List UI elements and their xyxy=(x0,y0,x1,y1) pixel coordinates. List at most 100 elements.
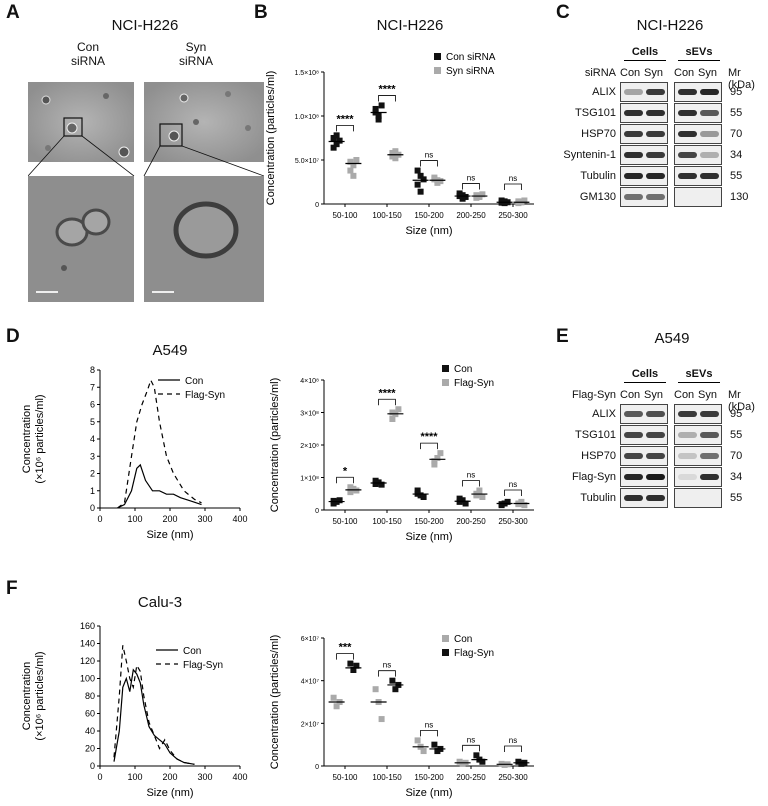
blot-lane-sevs xyxy=(674,446,722,466)
y-tick-label: 140 xyxy=(80,639,95,649)
data-point xyxy=(431,741,438,748)
blot-band xyxy=(678,110,697,116)
significance-bracket xyxy=(336,124,354,132)
x-axis-label: Size (nm) xyxy=(146,529,193,541)
x-tick-label: 300 xyxy=(197,772,212,782)
blot-lane-cells xyxy=(620,145,668,165)
blot-band xyxy=(646,89,665,95)
data-point xyxy=(473,492,480,499)
y-tick-label: 3×10⁸ xyxy=(300,411,319,418)
data-point xyxy=(392,148,399,155)
significance-bracket xyxy=(420,442,438,450)
x-tick-label: 0 xyxy=(97,772,102,782)
group-underline xyxy=(624,60,666,61)
data-point xyxy=(330,497,337,504)
blot-band xyxy=(700,453,719,459)
data-point xyxy=(437,450,444,457)
series-line xyxy=(113,645,195,765)
lane-label: Syn xyxy=(698,389,717,401)
blot-mr-value: 70 xyxy=(730,128,743,140)
blot-lane-sevs xyxy=(674,425,722,445)
y-axis-label: Concentration (particles/ml) xyxy=(269,378,281,513)
x-tick-label: 0 xyxy=(97,514,102,524)
y-tick-label: 7 xyxy=(90,382,95,392)
x-tick-label: 100-150 xyxy=(372,211,402,220)
group-underline xyxy=(678,60,720,61)
x-axis-label: Size (nm) xyxy=(405,787,452,799)
y-tick-label: 100 xyxy=(80,674,95,684)
y-tick-label: 6 xyxy=(90,400,95,410)
blot-band xyxy=(646,453,665,459)
em-con-zoom-box xyxy=(63,117,83,137)
x-axis-label: Size (nm) xyxy=(405,225,452,237)
significance-bracket xyxy=(420,730,438,737)
blot-band xyxy=(700,131,719,137)
blot-band xyxy=(624,131,643,137)
series-line xyxy=(117,378,202,509)
significance-label: **** xyxy=(420,431,438,443)
data-point xyxy=(521,197,528,204)
blot-band xyxy=(646,432,665,438)
blot-band xyxy=(646,474,665,480)
data-point xyxy=(417,188,424,195)
significance-label: *** xyxy=(339,642,353,654)
data-point xyxy=(330,694,337,701)
blot-band xyxy=(624,110,643,116)
blot-band xyxy=(624,453,643,459)
data-point xyxy=(389,153,396,160)
significance-bracket xyxy=(336,653,354,660)
data-point xyxy=(434,455,441,461)
blot-mr-value: 55 xyxy=(730,170,743,182)
data-point xyxy=(420,494,427,500)
chart-d-right: 0 1×10⁸ 2×10⁸ 3×10⁸ 4×10⁸ 50-100 * 100-150 **** 1… xyxy=(269,364,534,543)
data-point xyxy=(462,500,469,507)
lane-label: Syn xyxy=(698,67,717,79)
blot-mr-value: 70 xyxy=(730,450,743,462)
data-point xyxy=(347,167,354,174)
significance-label: **** xyxy=(336,113,354,125)
significance-bracket xyxy=(336,476,354,484)
y-axis-label-line2: (×10⁶ particles/ml) xyxy=(34,651,46,740)
blot-band xyxy=(678,152,697,158)
x-tick-label: 50-100 xyxy=(333,517,358,526)
legend-label: Syn siRNA xyxy=(446,66,495,77)
blot-row-label: Syntenin-1 xyxy=(563,149,616,161)
blot-c: Cells sEVs siRNA Con Syn Con Syn Mr (kDa) ALIX 95… xyxy=(556,40,768,240)
y-tick-label: 120 xyxy=(80,656,95,666)
legend-swatch xyxy=(442,635,449,642)
panel-f-title: Calu-3 xyxy=(137,594,183,611)
data-point xyxy=(417,172,424,179)
blot-lane-cells xyxy=(620,103,668,123)
blot-lane-cells xyxy=(620,467,668,487)
data-point xyxy=(353,487,360,494)
blot-mr-value: 34 xyxy=(730,149,743,161)
y-tick-label: 5.0×10⁷ xyxy=(295,158,320,165)
y-tick-label: 0 xyxy=(90,761,95,771)
blot-band xyxy=(700,110,719,116)
panel-b-title: NCI-H226 xyxy=(376,17,444,34)
significance-bracket xyxy=(378,398,396,406)
blot-band xyxy=(646,411,665,417)
blot-band xyxy=(700,152,719,158)
legend-label: Flag-Syn xyxy=(185,390,225,401)
y-tick-label: 0 xyxy=(90,503,95,513)
em-syn-zoom-box xyxy=(159,123,183,147)
blot-lane-sevs xyxy=(674,145,722,165)
x-tick-label: 200-250 xyxy=(456,773,486,782)
x-tick-label: 100 xyxy=(127,772,142,782)
blot-band xyxy=(646,194,665,200)
em-image-figure xyxy=(28,82,264,302)
data-point xyxy=(378,716,385,723)
data-point xyxy=(378,102,385,109)
blot-lane-cells xyxy=(620,124,668,144)
y-tick-label: 4×10⁷ xyxy=(301,679,320,686)
y-axis-label-line2: (×10⁶ particles/ml) xyxy=(34,394,46,483)
significance-bracket xyxy=(504,745,522,752)
col1-label-line2: siRNA xyxy=(70,54,105,68)
group-label-sevs: sEVs xyxy=(685,368,713,380)
data-point xyxy=(347,484,354,491)
blot-lane-sevs xyxy=(674,82,722,102)
significance-bracket xyxy=(378,670,396,677)
x-tick-label: 400 xyxy=(232,514,247,524)
y-tick-label: 6×10⁷ xyxy=(301,636,320,643)
